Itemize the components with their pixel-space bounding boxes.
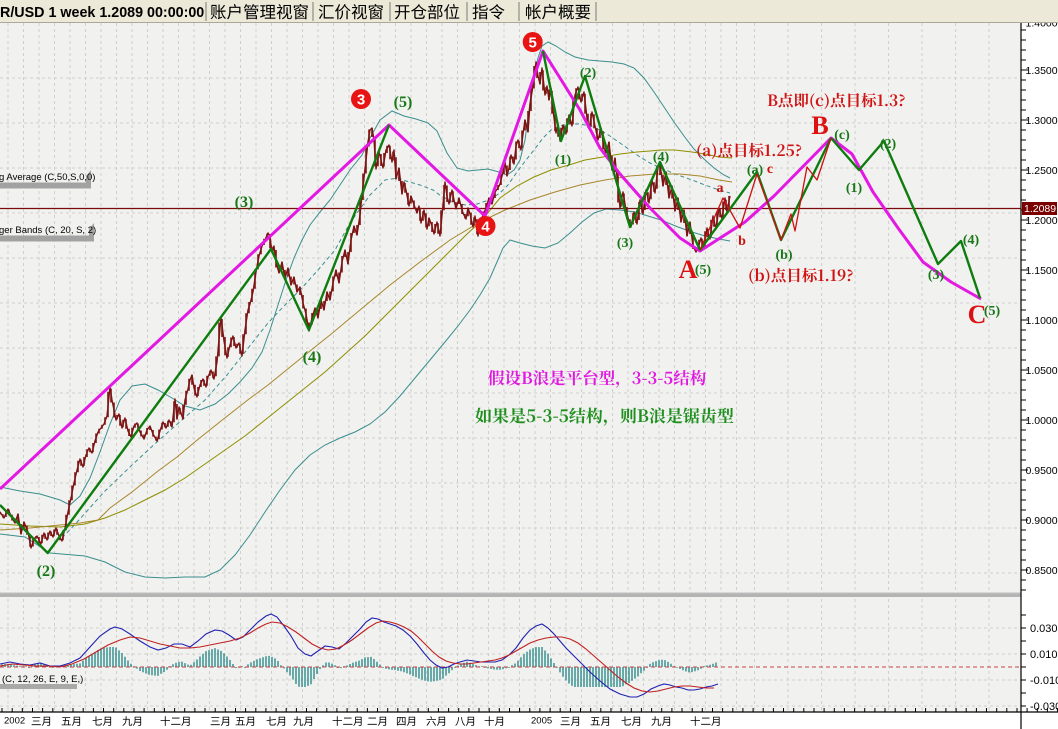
svg-text:0.030: 0.030 [1030, 623, 1058, 635]
svg-text:1.3500: 1.3500 [1026, 65, 1058, 77]
svg-text:(2): (2) [880, 137, 897, 152]
svg-text:0.8500: 0.8500 [1026, 565, 1058, 577]
svg-text:C: C [968, 300, 987, 329]
svg-text:c: c [767, 162, 773, 177]
svg-text:(C, 12, 26, E, 9, E,): (C, 12, 26, E, 9, E,) [2, 674, 83, 685]
svg-text:0.9500: 0.9500 [1026, 465, 1058, 477]
svg-text:4: 4 [481, 219, 490, 236]
svg-text:2002: 2002 [4, 716, 25, 727]
svg-text:1.0000: 1.0000 [1026, 415, 1058, 427]
svg-text:1.2500: 1.2500 [1026, 165, 1058, 177]
svg-text:A: A [679, 255, 698, 284]
svg-text:0.010: 0.010 [1030, 649, 1058, 661]
svg-text:(2): (2) [580, 66, 597, 81]
svg-text:-0.010: -0.010 [1030, 675, 1058, 687]
svg-text:(1): (1) [555, 153, 572, 168]
svg-text:-0.030: -0.030 [1030, 701, 1058, 713]
svg-text:(b): (b) [775, 248, 792, 263]
svg-text:(3): (3) [928, 268, 945, 283]
svg-text:(2): (2) [37, 563, 56, 580]
svg-text:(5): (5) [394, 94, 413, 111]
svg-text:(c): (c) [834, 128, 850, 143]
svg-text:a: a [717, 181, 724, 196]
svg-text:ger Bands (C, 20, S, 2): ger Bands (C, 20, S, 2) [0, 225, 96, 236]
svg-text:(4): (4) [963, 233, 980, 248]
svg-text:g Average (C,50,S,0,0): g Average (C,50,S,0,0) [0, 172, 95, 183]
svg-text:(3): (3) [235, 194, 254, 211]
svg-text:(4): (4) [303, 349, 322, 366]
svg-text:(1): (1) [846, 181, 863, 196]
svg-text:1.0500: 1.0500 [1026, 365, 1058, 377]
svg-text:2005: 2005 [531, 716, 552, 727]
svg-text:1.3000: 1.3000 [1026, 115, 1058, 127]
svg-text:0.9000: 0.9000 [1026, 515, 1058, 527]
svg-text:1.1000: 1.1000 [1026, 315, 1058, 327]
svg-text:1.2089: 1.2089 [1024, 203, 1056, 215]
svg-text:1.2000: 1.2000 [1026, 215, 1058, 227]
svg-text:1.1500: 1.1500 [1026, 265, 1058, 277]
svg-text:B: B [811, 111, 828, 140]
svg-text:b: b [738, 234, 746, 249]
svg-text:R/USD 1 week 1.2089 00:00:00: R/USD 1 week 1.2089 00:00:00 [0, 5, 204, 21]
svg-text:(a): (a) [747, 163, 764, 178]
svg-text:(5): (5) [984, 304, 1001, 319]
svg-text:(5): (5) [695, 263, 712, 278]
svg-text:(3): (3) [617, 236, 634, 251]
svg-text:5: 5 [529, 35, 537, 52]
svg-text:(4): (4) [653, 150, 670, 165]
svg-text:3: 3 [357, 92, 365, 109]
